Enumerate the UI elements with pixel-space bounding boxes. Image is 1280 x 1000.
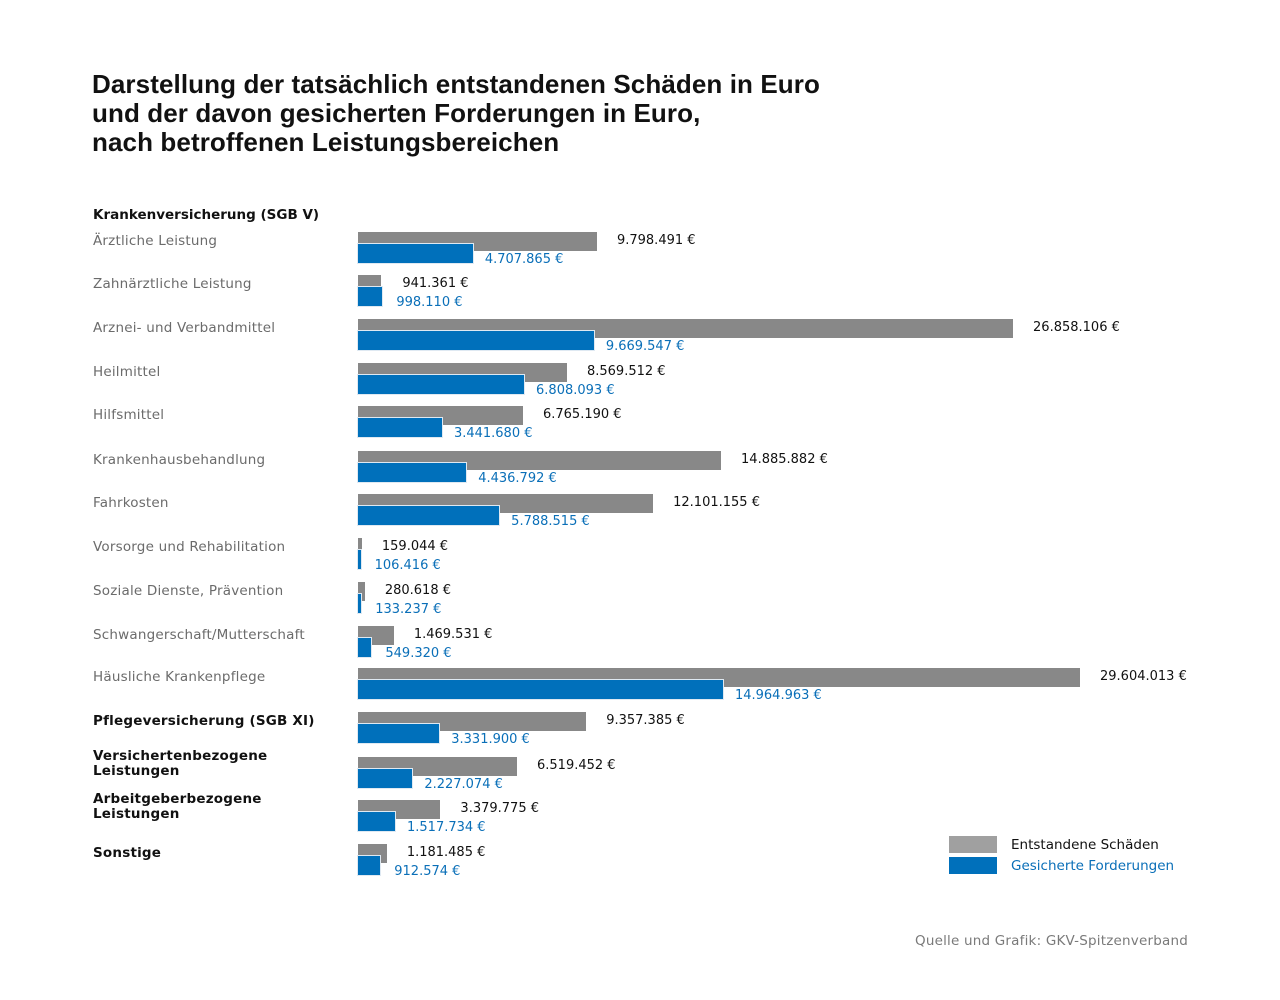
category-label-line: Soziale Dienste, Prävention: [93, 583, 284, 599]
value-label-damages: 1.469.531 €: [413, 627, 493, 642]
bar-claims: [358, 244, 473, 263]
category-label-line: Versichertenbezogene: [93, 748, 268, 764]
category-label: Ärztliche Leistung: [93, 234, 217, 249]
category-label-line: Arznei- und Verbandmittel: [93, 320, 276, 336]
legend-label-claims: Gesicherte Forderungen: [1011, 858, 1175, 874]
category-label: Häusliche Krankenpflege: [93, 670, 265, 685]
value-label-claims: 2.227.074 €: [424, 777, 503, 792]
category-label: Sonstige: [93, 846, 161, 861]
bar-claims: [358, 724, 440, 743]
value-label-claims: 6.808.093 €: [536, 383, 615, 398]
category-label: Pflegeversicherung (SGB XI): [93, 714, 315, 729]
category-label-line: Schwangerschaft/Mutterschaft: [93, 627, 305, 643]
category-label-line: Ärztliche Leistung: [93, 233, 218, 249]
chart-title: Darstellung der tatsächlich entstandenen…: [92, 70, 820, 157]
value-label-claims: 549.320 €: [385, 646, 452, 661]
value-label-damages: 6.519.452 €: [537, 758, 616, 773]
category-label: Fahrkosten: [93, 496, 169, 511]
value-label-claims: 998.110 €: [396, 295, 463, 310]
bar-claims: [358, 769, 413, 788]
category-label: Krankenhausbehandlung: [93, 453, 265, 468]
value-label-claims: 133.237 €: [375, 602, 442, 617]
bar-claims: [358, 375, 525, 394]
bar-claims: [358, 506, 500, 525]
legend-label-damages: Entstandene Schäden: [1011, 837, 1159, 853]
category-label-line: Leistungen: [93, 806, 180, 822]
category-label: Versichertenbezogene Leistungen: [93, 749, 267, 779]
bar-damages: [358, 582, 365, 601]
bar-claims: [358, 638, 372, 657]
value-label-damages: 3.379.775 €: [460, 801, 539, 816]
category-label: Hilfsmittel: [93, 408, 164, 423]
bar-damages: [358, 538, 362, 557]
value-label-damages: 29.604.013 €: [1100, 669, 1187, 684]
category-label: Heilmittel: [93, 365, 161, 380]
value-label-damages: 159.044 €: [381, 539, 449, 554]
title-line: Darstellung der tatsächlich entstandenen…: [92, 69, 820, 99]
bar-claims: [358, 418, 442, 437]
category-label-line: Fahrkosten: [93, 495, 169, 511]
section-header: Krankenversicherung (SGB V): [93, 207, 320, 223]
bar-claims: [358, 594, 362, 613]
value-label-claims: 912.574 €: [394, 864, 461, 879]
category-label-line: Leistungen: [93, 763, 180, 779]
bar-claims: [358, 463, 467, 482]
category-label-line: Sonstige: [93, 845, 162, 861]
category-label-line: Häusliche Krankenpflege: [93, 669, 266, 685]
bar-claims: [358, 287, 383, 306]
value-label-damages: 6.765.190 €: [542, 407, 622, 422]
value-label-damages: 9.357.385 €: [606, 713, 685, 728]
bar-claims: [358, 680, 723, 699]
category-label-line: Krankenhausbehandlung: [93, 452, 266, 468]
category-label: Vorsorge und Rehabilitation: [93, 540, 285, 555]
value-label-claims: 5.788.515 €: [511, 514, 590, 529]
value-label-claims: 4.707.865 €: [484, 252, 564, 267]
bar-claims: [358, 856, 381, 875]
category-label: Arznei- und Verbandmittel: [93, 321, 275, 336]
category-label-line: Heilmittel: [93, 364, 161, 380]
value-label-claims: 3.441.680 €: [453, 426, 533, 441]
category-label: Zahnärztliche Leistung: [93, 277, 252, 292]
category-label-line: Vorsorge und Rehabilitation: [93, 539, 286, 555]
title-line: nach betroffenen Leistungsbereichen: [92, 127, 560, 157]
category-label: Soziale Dienste, Prävention: [93, 584, 283, 599]
value-label-damages: 941.361 €: [402, 276, 469, 291]
legend-swatch-claims: [949, 857, 997, 874]
bar-claims: [358, 812, 395, 831]
value-label-claims: 1.517.734 €: [407, 820, 486, 835]
value-label-damages: 26.858.106 €: [1033, 320, 1120, 335]
category-label-line: Hilfsmittel: [93, 407, 165, 423]
value-label-damages: 9.798.491 €: [616, 233, 696, 248]
value-label-claims: 3.331.900 €: [451, 732, 530, 747]
value-label-damages: 8.569.512 €: [586, 364, 666, 379]
bar-claims: [358, 331, 594, 350]
category-label-line: Zahnärztliche Leistung: [93, 276, 252, 292]
category-label-line: Arbeitgeberbezogene: [93, 791, 262, 807]
source-note: Quelle und Grafik: GKV-Spitzenverband: [915, 933, 1188, 949]
value-label-claims: 14.964.963 €: [734, 688, 822, 703]
value-label-damages: 280.618 €: [384, 583, 452, 598]
category-label: Schwangerschaft/Mutterschaft: [93, 628, 305, 643]
category-label-line: Pflegeversicherung (SGB XI): [93, 713, 315, 729]
value-label-claims: 9.669.547 €: [605, 339, 685, 354]
bar-claims: [358, 550, 361, 569]
category-label: Arbeitgeberbezogene Leistungen: [93, 792, 262, 822]
value-label-damages: 14.885.882 €: [741, 452, 828, 467]
value-label-damages: 1.181.485 €: [406, 845, 486, 860]
value-label-claims: 4.436.792 €: [478, 471, 557, 486]
value-label-damages: 12.101.155 €: [673, 495, 760, 510]
title-line: und der davon gesicherten Forderungen in…: [92, 98, 701, 128]
legend-swatch-damages: [949, 836, 997, 853]
value-label-claims: 106.416 €: [374, 558, 441, 573]
